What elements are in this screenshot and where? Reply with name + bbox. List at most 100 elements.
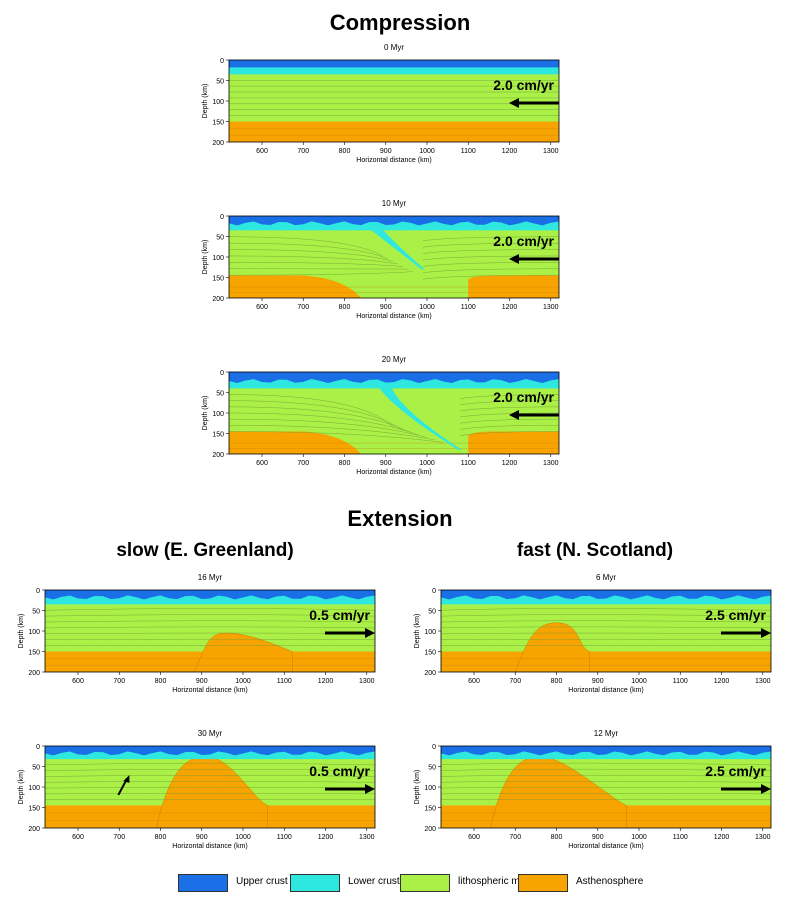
x-tick-label: 700 [509, 678, 521, 685]
y-tick-label: 200 [424, 826, 436, 833]
x-tick-label: 600 [256, 304, 268, 311]
flow-line [45, 620, 375, 623]
flow-line [441, 608, 771, 611]
x-tick-label: 900 [592, 834, 604, 841]
x-axis-label: Horizontal distance (km) [356, 313, 431, 320]
legend: Upper crust Lower crust lithospheric man… [178, 872, 698, 894]
x-tick-label: 600 [256, 148, 268, 155]
asthenosphere-upwelling [514, 622, 590, 672]
y-tick-label: 0 [432, 588, 436, 595]
x-tick-label: 600 [468, 678, 480, 685]
flow-line [441, 787, 771, 789]
asthenosphere-layer [229, 121, 559, 142]
chart-panel-16myr: 16 Myr 0 50 100 150 200 600 700 800 900 1000 1100 12… [18, 573, 376, 694]
y-tick-label: 100 [28, 629, 40, 636]
velocity-label: 0.5 cm/yr [309, 763, 370, 779]
x-tick-label: 800 [339, 148, 351, 155]
y-tick-label: 150 [424, 806, 436, 813]
y-axis-label: Depth (km) [202, 396, 209, 431]
asthenosphere-layer [441, 651, 771, 672]
y-tick-label: 0 [220, 58, 224, 65]
chart-panel-30myr: 30 Myr 0 50 100 150 200 600 700 800 900 1000 1100 12… [18, 729, 376, 850]
velocity-arrow-head [365, 628, 375, 638]
upper-crust-layer [229, 216, 559, 226]
y-tick-label: 50 [216, 235, 224, 242]
y-tick-label: 200 [212, 296, 224, 303]
x-axis-label: Horizontal distance (km) [172, 687, 247, 694]
y-tick-label: 50 [32, 609, 40, 616]
x-tick-label: 1100 [277, 678, 292, 685]
x-tick-label: 600 [256, 460, 268, 467]
y-tick-label: 0 [432, 744, 436, 751]
velocity-label: 2.0 cm/yr [493, 233, 554, 249]
flow-line [229, 255, 559, 265]
x-tick-label: 1300 [543, 148, 559, 155]
velocity-label: 2.5 cm/yr [705, 607, 766, 623]
slow-extension-heading: slow (E. Greenland) [116, 540, 294, 561]
x-axis-label: Horizontal distance (km) [356, 157, 431, 164]
velocity-label: 2.0 cm/yr [493, 77, 554, 93]
flow-line [229, 236, 559, 257]
flow-line [441, 632, 771, 635]
velocity-arrow-head [365, 784, 375, 794]
chart-panel-6myr: 6 Myr 0 50 100 150 200 600 700 800 900 1000 1100 120… [414, 573, 772, 694]
x-tick-label: 700 [297, 148, 309, 155]
flow-line [441, 638, 771, 640]
plot-area [441, 590, 771, 672]
upper-crust-layer [229, 60, 559, 68]
legend-label-lithospheric-mantle: lithospheric mantle [458, 876, 542, 887]
flow-line [229, 400, 559, 431]
flow-line [441, 781, 771, 783]
y-tick-label: 100 [212, 99, 224, 106]
legend-label-lower-crust: Lower crust [348, 876, 400, 887]
y-tick-label: 150 [28, 806, 40, 813]
plot-area [229, 372, 559, 454]
x-tick-label: 1300 [543, 304, 559, 311]
y-tick-label: 0 [220, 214, 224, 221]
y-axis-label: Depth (km) [18, 770, 25, 805]
fast-extension-heading: fast (N. Scotland) [516, 540, 674, 561]
plot-area [229, 60, 559, 142]
x-tick-label: 800 [155, 678, 167, 685]
x-tick-label: 1300 [543, 460, 559, 467]
x-tick-label: 1200 [502, 304, 518, 311]
y-axis-label: Depth (km) [414, 614, 421, 649]
x-tick-label: 1000 [235, 678, 251, 685]
x-tick-label: 700 [113, 834, 125, 841]
compression-heading: Compression [329, 10, 471, 35]
plot-area [45, 590, 375, 672]
x-tick-label: 900 [380, 304, 392, 311]
y-axis-label: Depth (km) [202, 240, 209, 275]
y-tick-label: 50 [428, 609, 436, 616]
panel-title: 30 Myr [198, 729, 223, 738]
y-axis-label: Depth (km) [18, 614, 25, 649]
panel-title: 16 Myr [198, 573, 223, 582]
y-tick-label: 150 [212, 120, 224, 127]
velocity-arrow-head [509, 410, 519, 420]
subducting-slab [379, 388, 462, 450]
chart-panel-12myr: 12 Myr 0 50 100 150 200 600 700 800 900 1000 1100 12… [414, 729, 772, 850]
x-tick-label: 1000 [419, 460, 435, 467]
x-tick-label: 900 [592, 678, 604, 685]
x-tick-label: 800 [551, 834, 563, 841]
x-tick-label: 1000 [419, 148, 435, 155]
y-tick-label: 150 [28, 650, 40, 657]
flow-line [441, 768, 771, 771]
flow-line [229, 242, 559, 260]
x-tick-label: 900 [380, 148, 392, 155]
y-tick-label: 150 [424, 650, 436, 657]
x-tick-label: 1100 [673, 678, 688, 685]
y-tick-label: 50 [216, 391, 224, 398]
x-tick-label: 1200 [318, 834, 334, 841]
x-axis-label: Horizontal distance (km) [172, 843, 247, 850]
panel-title: 6 Myr [596, 573, 616, 582]
y-tick-label: 0 [220, 370, 224, 377]
velocity-arrow-head [509, 98, 519, 108]
panel-title: 20 Myr [382, 355, 407, 364]
flow-line [45, 774, 375, 777]
legend-label-asthenosphere: Asthenosphere [576, 876, 644, 887]
x-axis-label: Horizontal distance (km) [568, 843, 643, 850]
flow-line [229, 418, 559, 438]
plot-area [441, 746, 771, 828]
x-tick-label: 1300 [755, 678, 771, 685]
